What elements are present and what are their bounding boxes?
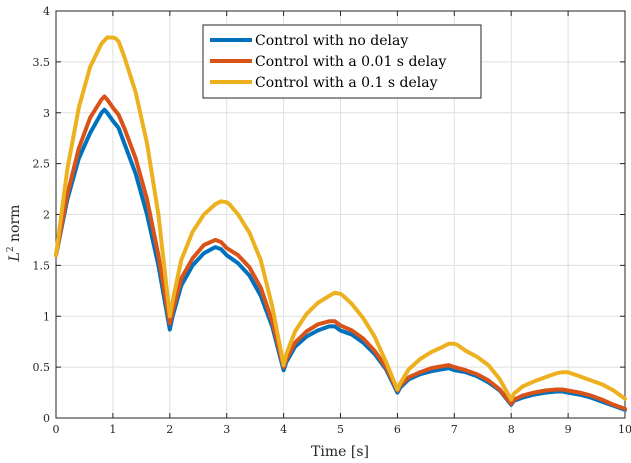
y-tick-label: 1.5: [33, 259, 51, 272]
series-line-001-delay: [54, 94, 627, 411]
x-tick-label: 6: [394, 423, 401, 436]
x-tick-label: 7: [451, 423, 458, 436]
x-tick-label: 3: [223, 423, 230, 436]
legend-label-01-delay: Control with a 0.1 s delay: [255, 75, 438, 91]
y-tick-label: 0.5: [33, 361, 51, 374]
y-tick-label: 3.5: [33, 56, 51, 69]
x-tick-label: 0: [53, 423, 60, 436]
legend-label-001-delay: Control with a 0.01 s delay: [255, 54, 447, 70]
y-axis-label-rest: norm: [7, 205, 23, 247]
series-lines: [54, 35, 627, 412]
x-tick-label: 4: [280, 423, 287, 436]
x-tick-label: 2: [166, 423, 173, 436]
y-tick-label: 3: [43, 107, 50, 120]
axis-ticks: 0 1 2 3 4 5 6 7 8 9 10 0 0.5 1 1.5 2 2.5 3 3.5 4: [33, 5, 631, 436]
y-axis-label-base: L: [7, 252, 23, 262]
x-tick-label: 1: [109, 423, 116, 436]
y-tick-label: 0: [43, 412, 50, 425]
legend: Control with no delay Control with a 0.0…: [202, 24, 482, 99]
x-tick-label: 8: [508, 423, 515, 436]
y-axis-label-sup: 2: [6, 246, 16, 252]
legend-label-no-delay: Control with no delay: [255, 33, 408, 49]
x-axis-label: Time [s]: [311, 444, 369, 460]
x-tick-label: 10: [618, 423, 631, 436]
series-line-01-delay: [54, 35, 627, 402]
x-tick-label: 9: [565, 423, 572, 436]
y-tick-label: 1: [43, 310, 50, 323]
y-tick-label: 2.5: [33, 158, 51, 171]
y-tick-label: 4: [43, 5, 50, 18]
y-tick-label: 2: [43, 209, 50, 222]
y-axis-label: L2 norm: [6, 205, 23, 263]
x-tick-label: 5: [337, 423, 344, 436]
